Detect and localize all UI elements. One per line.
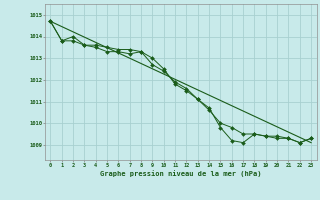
- X-axis label: Graphe pression niveau de la mer (hPa): Graphe pression niveau de la mer (hPa): [100, 170, 261, 177]
